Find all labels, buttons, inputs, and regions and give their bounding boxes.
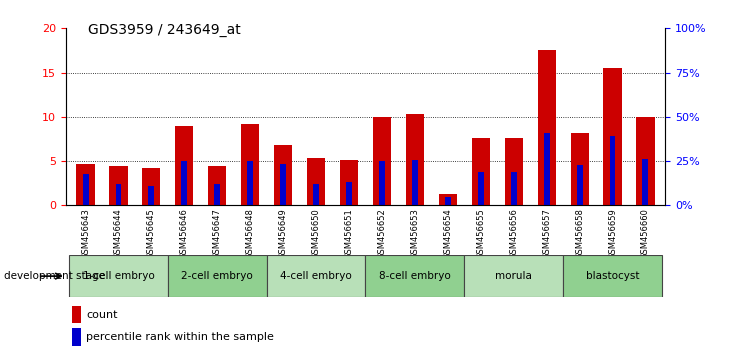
Bar <box>267 255 366 297</box>
Bar <box>181 161 187 205</box>
Bar <box>604 68 621 205</box>
Bar <box>143 168 161 205</box>
Bar <box>478 172 484 205</box>
Bar <box>280 164 286 205</box>
Text: percentile rank within the sample: percentile rank within the sample <box>86 332 274 342</box>
Text: development stage: development stage <box>4 271 105 281</box>
Bar <box>610 136 616 205</box>
Bar <box>340 160 358 205</box>
Bar <box>537 51 556 205</box>
Bar <box>406 114 424 205</box>
Bar <box>577 166 583 205</box>
Bar <box>175 126 194 205</box>
Text: GSM456650: GSM456650 <box>311 208 321 258</box>
Bar <box>83 175 88 205</box>
Text: GSM456659: GSM456659 <box>608 208 617 258</box>
Bar <box>241 124 260 205</box>
Bar <box>72 328 81 346</box>
Text: blastocyst: blastocyst <box>586 271 640 281</box>
Text: 1-cell embryo: 1-cell embryo <box>83 271 154 281</box>
Bar <box>637 117 654 205</box>
Bar <box>247 161 253 205</box>
Bar <box>115 184 121 205</box>
Text: GSM456660: GSM456660 <box>641 208 650 259</box>
Bar <box>373 117 391 205</box>
Text: morula: morula <box>496 271 532 281</box>
Bar <box>110 166 127 205</box>
Text: GSM456646: GSM456646 <box>180 208 189 259</box>
Text: GSM456651: GSM456651 <box>344 208 354 258</box>
Bar <box>544 133 550 205</box>
Bar <box>412 160 418 205</box>
Bar <box>471 138 490 205</box>
Text: 8-cell embryo: 8-cell embryo <box>379 271 451 281</box>
Bar <box>69 255 168 297</box>
Text: GSM456643: GSM456643 <box>81 208 90 259</box>
Text: GSM456652: GSM456652 <box>377 208 387 258</box>
Bar <box>274 145 292 205</box>
Text: GSM456658: GSM456658 <box>575 208 584 259</box>
Bar <box>346 182 352 205</box>
Text: GSM456654: GSM456654 <box>443 208 452 258</box>
Text: count: count <box>86 310 118 320</box>
Bar <box>504 138 523 205</box>
Bar <box>563 255 662 297</box>
Bar <box>439 194 457 205</box>
Text: GSM456649: GSM456649 <box>279 208 288 258</box>
Bar <box>168 255 267 297</box>
Text: GSM456655: GSM456655 <box>477 208 485 258</box>
Bar <box>445 198 451 205</box>
Text: GSM456645: GSM456645 <box>147 208 156 258</box>
Text: GSM456656: GSM456656 <box>510 208 518 259</box>
Text: GSM456653: GSM456653 <box>410 208 420 259</box>
Text: GSM456648: GSM456648 <box>246 208 254 259</box>
Bar <box>307 158 325 205</box>
Text: GSM456644: GSM456644 <box>114 208 123 258</box>
Bar <box>464 255 563 297</box>
Bar <box>643 159 648 205</box>
Bar <box>148 186 154 205</box>
Text: GDS3959 / 243649_at: GDS3959 / 243649_at <box>88 23 240 37</box>
Text: GSM456647: GSM456647 <box>213 208 221 259</box>
Text: 2-cell embryo: 2-cell embryo <box>181 271 253 281</box>
Bar <box>214 184 220 205</box>
Bar <box>72 306 81 323</box>
Bar <box>313 184 319 205</box>
Bar <box>511 172 517 205</box>
Bar <box>77 164 94 205</box>
Bar <box>570 133 588 205</box>
Bar <box>366 255 464 297</box>
Text: GSM456657: GSM456657 <box>542 208 551 259</box>
Bar <box>379 161 385 205</box>
Text: 4-cell embryo: 4-cell embryo <box>280 271 352 281</box>
Bar <box>208 166 227 205</box>
